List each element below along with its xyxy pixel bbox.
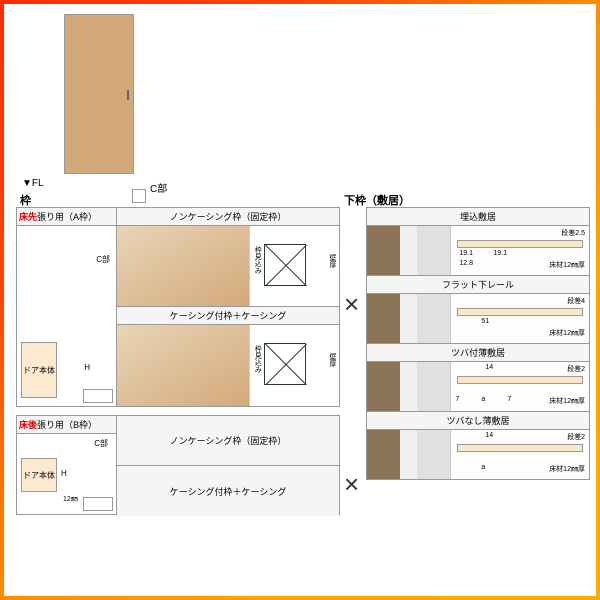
diag-box-2 xyxy=(264,343,306,385)
sill-4-d2: a xyxy=(481,464,485,471)
sill-4-mat: 床材12㎜厚 xyxy=(549,464,585,474)
frame-b-corner xyxy=(83,497,113,511)
frame-a-c: C部 xyxy=(96,254,110,265)
frame-a-left: 床先張り用（A枠） C部 ドア本体 H xyxy=(17,208,117,406)
sill-3-step: 段差2 xyxy=(567,364,585,374)
sill-1-d1: 19.1 xyxy=(459,250,473,257)
frame-diag-1: 枠見込み 壁厚 xyxy=(250,226,339,306)
diag-v4: 壁厚 xyxy=(327,353,337,367)
sill-3-d3: a xyxy=(481,396,485,403)
sill-1-body: 段差2.5 19.1 19.1 12.8 床材12㎜厚 xyxy=(367,226,589,275)
door-illustration: ▼FL C部 xyxy=(64,14,224,189)
c-part-label: C部 xyxy=(150,180,167,195)
sill-1-diag: 段差2.5 19.1 19.1 12.8 床材12㎜厚 xyxy=(451,226,589,275)
sill-2-mat: 床材12㎜厚 xyxy=(549,328,585,338)
frame-a-prefix: 床先 xyxy=(19,212,37,222)
frame-b-type2: ケーシング付枠＋ケーシング xyxy=(117,466,339,516)
frame-b-type1: ノンケーシング枠（固定枠） xyxy=(117,416,339,466)
frame-b-right: ノンケーシング枠（固定枠） ケーシング付枠＋ケーシング xyxy=(117,416,339,514)
frame-b-door-label: ドア本体 xyxy=(23,470,55,481)
sill-1-photo xyxy=(367,226,451,275)
frame-a-row: 床先張り用（A枠） C部 ドア本体 H ノンケーシング枠（固定枠） 枠見込み 壁… xyxy=(16,207,340,407)
sill-3-d4: 7 xyxy=(507,396,511,403)
sill-3-diag: 14 段差2 7 a 7 床材12㎜厚 xyxy=(451,362,589,411)
frame-a-door-label: ドア本体 xyxy=(23,365,55,376)
diag-v3: 枠見込み xyxy=(252,345,262,373)
fl-label: ▼FL xyxy=(22,178,44,189)
frame-header: 枠 xyxy=(20,192,31,208)
multiply-2: × xyxy=(344,469,359,500)
frame-b-prefix: 床後 xyxy=(19,420,37,430)
sill-4-body: 14 段差2 a 床材12㎜厚 xyxy=(367,430,589,479)
sill-1-d2: 19.1 xyxy=(493,250,507,257)
sill-2-d1: 51 xyxy=(481,318,489,325)
sill-2-body: 段差4 51 床材12㎜厚 xyxy=(367,294,589,343)
frame-a-right: ノンケーシング枠（固定枠） 枠見込み 壁厚 ケーシング付枠＋ケーシング 枠見込み… xyxy=(117,208,339,406)
sill-2-diag: 段差4 51 床材12㎜厚 xyxy=(451,294,589,343)
sill-3: ツバ付薄敷居 14 段差2 7 a 7 床材12㎜厚 xyxy=(366,343,590,412)
frame-a-type2: ケーシング付枠＋ケーシング xyxy=(117,307,339,325)
frame-b-row: 床後張り用（B枠） C部 ドア本体 H 12㎜ ノンケーシング枠（固定枠） ケー… xyxy=(16,415,340,515)
frame-a-img2: 枠見込み 壁厚 xyxy=(117,325,339,406)
sill-2: フラット下レール 段差4 51 床材12㎜厚 xyxy=(366,275,590,344)
main-panel: ▼FL C部 枠 下枠（敷居） 床先張り用（A枠） C部 ドア本体 H ノンケー… xyxy=(4,4,596,596)
sill-4-d1: 14 xyxy=(485,432,493,439)
frame-b-left: 床後張り用（B枠） C部 ドア本体 H 12㎜ xyxy=(17,416,117,514)
sill-1-name: 埋込敷居 xyxy=(367,208,589,226)
sill-1: 埋込敷居 段差2.5 19.1 19.1 12.8 床材12㎜厚 xyxy=(366,207,590,276)
sill-1-step: 段差2.5 xyxy=(561,228,585,238)
sill-1-track xyxy=(457,240,583,248)
sill-header: 下枠（敷居） xyxy=(344,192,410,208)
sill-4-step: 段差2 xyxy=(567,432,585,442)
frame-b-12: 12㎜ xyxy=(63,494,78,504)
frame-b-door: ドア本体 xyxy=(21,458,57,492)
c-part-box xyxy=(132,189,146,203)
frame-a-h: H xyxy=(84,363,90,372)
sill-2-photo xyxy=(367,294,451,343)
frame-b-c: C部 xyxy=(94,438,108,449)
multiply-1: × xyxy=(344,289,359,320)
frame-b-suffix: 張り用（B枠） xyxy=(37,420,97,430)
sill-2-step: 段差4 xyxy=(567,296,585,306)
sill-3-photo xyxy=(367,362,451,411)
sill-4-photo xyxy=(367,430,451,479)
sill-3-d1: 14 xyxy=(485,364,493,371)
frame-diag-2: 枠見込み 壁厚 xyxy=(250,325,339,406)
frame-a-img1: 枠見込み 壁厚 xyxy=(117,226,339,307)
sill-3-track xyxy=(457,376,583,384)
sill-3-mat: 床材12㎜厚 xyxy=(549,396,585,406)
diag-v2: 壁厚 xyxy=(327,254,337,268)
frame-a-door: ドア本体 xyxy=(21,342,57,398)
sill-3-d2: 7 xyxy=(455,396,459,403)
frame-a-corner xyxy=(83,389,113,403)
sill-1-mat: 床材12㎜厚 xyxy=(549,260,585,270)
sill-3-body: 14 段差2 7 a 7 床材12㎜厚 xyxy=(367,362,589,411)
frame-a-title: 床先張り用（A枠） xyxy=(17,208,116,226)
sill-4-diag: 14 段差2 a 床材12㎜厚 xyxy=(451,430,589,479)
frame-photo-2 xyxy=(117,325,250,406)
sill-4-name: ツバなし薄敷居 xyxy=(367,412,589,430)
diag-box-1 xyxy=(264,244,306,286)
frame-b-h: H xyxy=(61,469,67,478)
frame-b-body: C部 ドア本体 H 12㎜ xyxy=(17,434,116,514)
door-handle xyxy=(127,90,129,100)
sill-grid: 埋込敷居 段差2.5 19.1 19.1 12.8 床材12㎜厚 フラット下レー… xyxy=(366,207,590,479)
sill-2-name: フラット下レール xyxy=(367,276,589,294)
sill-4-track xyxy=(457,444,583,452)
sill-4: ツバなし薄敷居 14 段差2 a 床材12㎜厚 xyxy=(366,411,590,480)
diag-v1: 枠見込み xyxy=(252,246,262,274)
frame-grid: 床先張り用（A枠） C部 ドア本体 H ノンケーシング枠（固定枠） 枠見込み 壁… xyxy=(16,207,340,515)
sill-1-d3: 12.8 xyxy=(459,260,473,267)
frame-photo-1 xyxy=(117,226,250,306)
frame-a-type1: ノンケーシング枠（固定枠） xyxy=(117,208,339,226)
frame-a-body: C部 ドア本体 H xyxy=(17,226,116,406)
door-rect xyxy=(64,14,134,174)
frame-a-suffix: 張り用（A枠） xyxy=(37,212,97,222)
sill-3-name: ツバ付薄敷居 xyxy=(367,344,589,362)
frame-b-title: 床後張り用（B枠） xyxy=(17,416,116,434)
sill-2-track xyxy=(457,308,583,316)
gradient-border: ▼FL C部 枠 下枠（敷居） 床先張り用（A枠） C部 ドア本体 H ノンケー… xyxy=(0,0,600,600)
